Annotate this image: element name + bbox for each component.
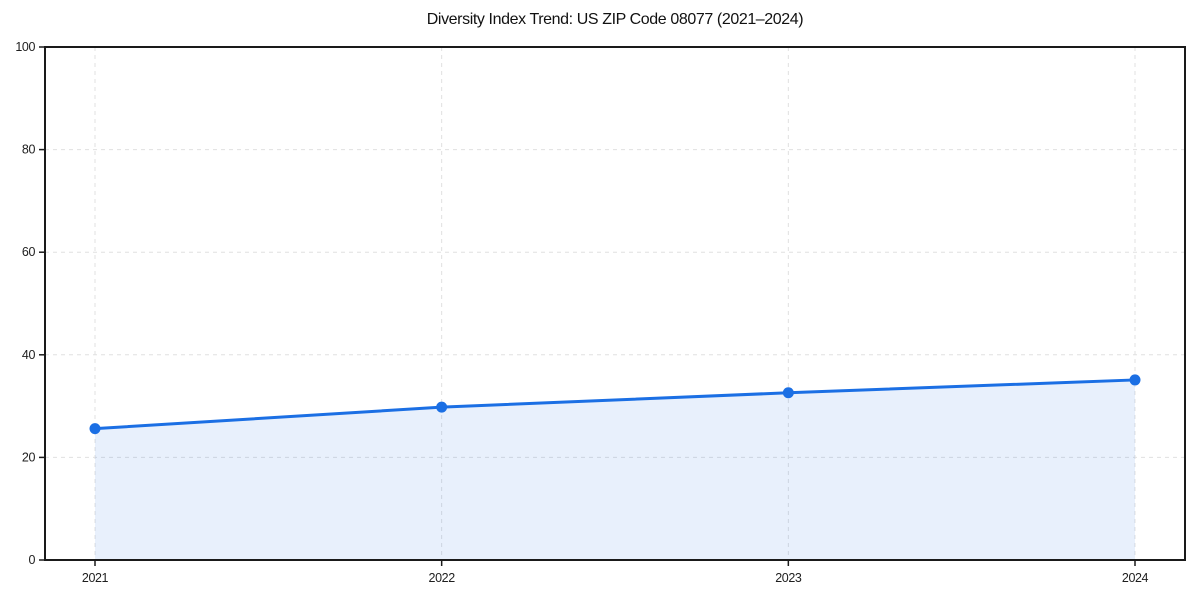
x-tick-label: 2022 <box>429 571 456 585</box>
data-point <box>89 423 101 435</box>
data-point <box>436 401 448 413</box>
y-tick-label: 0 <box>28 553 35 567</box>
data-point <box>1129 374 1141 386</box>
trend-line <box>93 378 1137 431</box>
y-tick-label: 40 <box>22 348 36 362</box>
y-tick-label: 20 <box>22 450 36 464</box>
y-tick-label: 100 <box>15 40 35 54</box>
y-tick-label: 80 <box>22 143 36 157</box>
x-tick-label: 2023 <box>775 571 802 585</box>
y-tick-label: 60 <box>22 245 36 259</box>
chart-title: Diversity Index Trend: US ZIP Code 08077… <box>426 11 804 28</box>
axis-frame <box>44 46 1186 561</box>
data-point <box>782 387 794 399</box>
x-tick-label: 2024 <box>1122 571 1149 585</box>
area-fill <box>95 379 1135 560</box>
x-tick-label: 2021 <box>82 571 109 585</box>
